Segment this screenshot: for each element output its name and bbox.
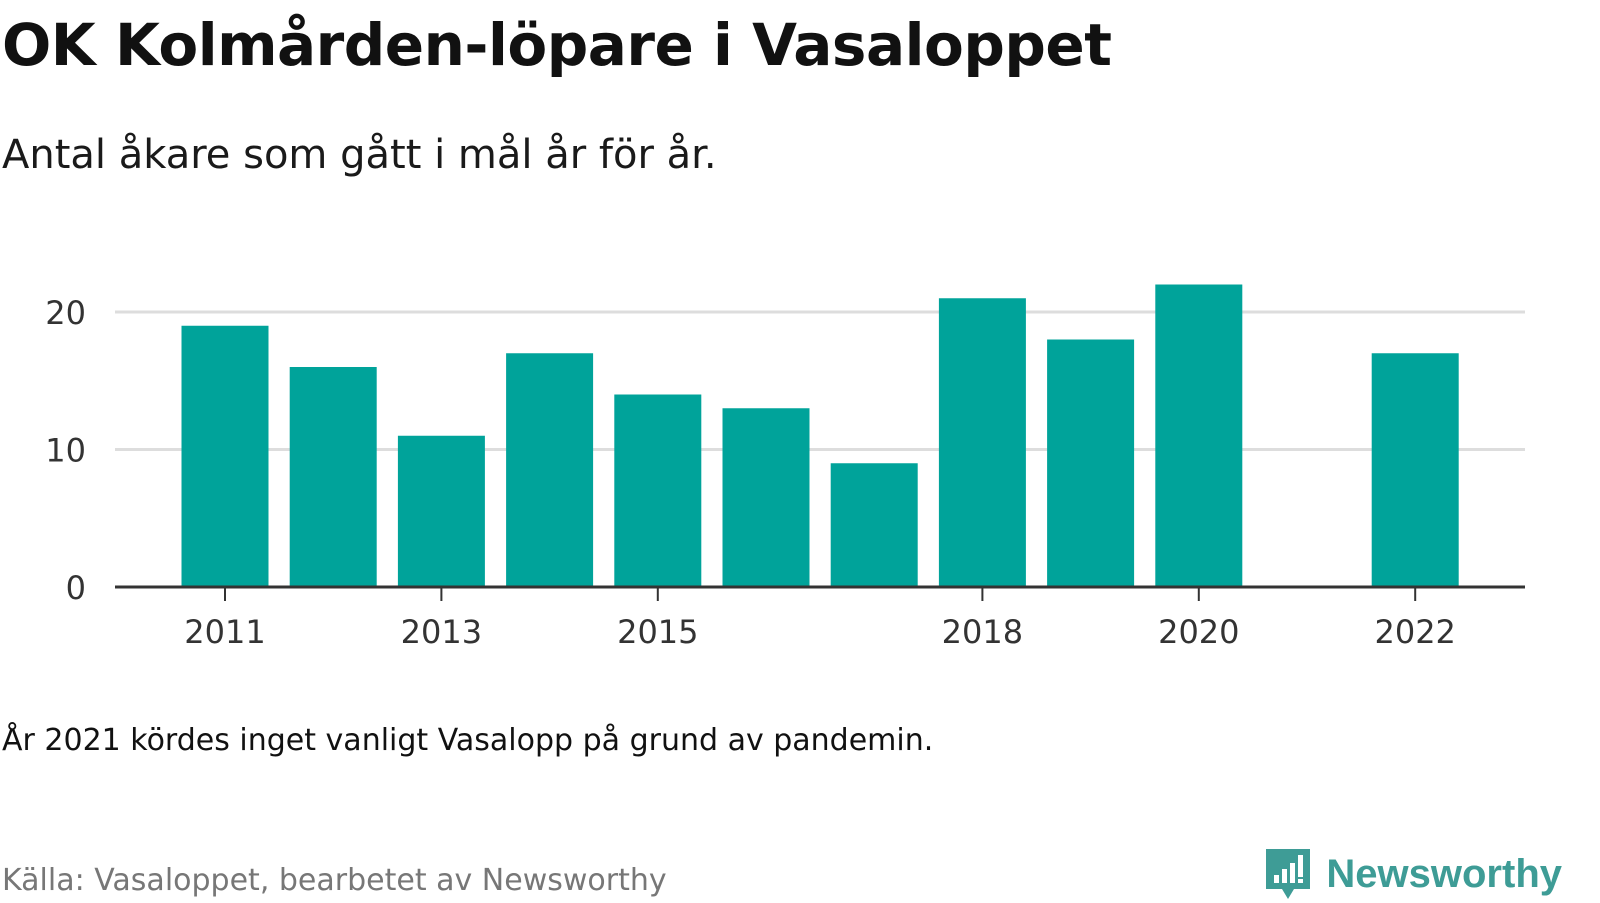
x-tick-label-2020: 2020: [1158, 613, 1239, 651]
y-tick-label-20: 20: [45, 294, 86, 332]
bar-chart: 0 10 20 2011 2013 2015 2018 2020 2022: [45, 284, 1525, 651]
bar-2013: [397, 435, 485, 587]
bars: [181, 284, 1459, 587]
bar-2012: [289, 367, 377, 587]
chart-subtitle: Antal åkare som gått i mål år för år.: [2, 132, 717, 178]
newsworthy-logo: Newsworthy: [1262, 845, 1562, 903]
bar-2022: [1371, 353, 1459, 587]
x-tick-label-2015: 2015: [617, 613, 698, 651]
bar-2011: [181, 325, 269, 587]
newsworthy-logo-text: Newsworthy: [1326, 851, 1562, 896]
bar-2016: [722, 408, 810, 587]
bar-2015: [614, 394, 702, 587]
footnote: År 2021 kördes inget vanligt Vasalopp på…: [2, 723, 934, 758]
x-tick-label-2022: 2022: [1374, 613, 1455, 651]
y-tick-label-10: 10: [45, 432, 86, 470]
y-tick-label-0: 0: [66, 569, 86, 607]
source-credit: Källa: Vasaloppet, bearbetet av Newswort…: [2, 863, 667, 898]
x-axis: [115, 585, 1525, 601]
x-tick-label-2018: 2018: [942, 613, 1023, 651]
x-tick-label-2013: 2013: [401, 613, 482, 651]
x-tick-labels: 2011 2013 2015 2018 2020 2022: [184, 613, 1456, 651]
x-tick-label-2011: 2011: [184, 613, 265, 651]
bar-2019: [1047, 339, 1135, 587]
newsworthy-logo-icon: [1266, 849, 1311, 899]
chart-title: OK Kolmården-löpare i Vasaloppet: [2, 11, 1112, 79]
y-tick-labels: 0 10 20: [45, 294, 86, 607]
bar-2014: [506, 353, 594, 587]
bar-2017: [830, 463, 918, 587]
bar-2020: [1155, 284, 1243, 587]
bar-2018: [938, 298, 1026, 587]
